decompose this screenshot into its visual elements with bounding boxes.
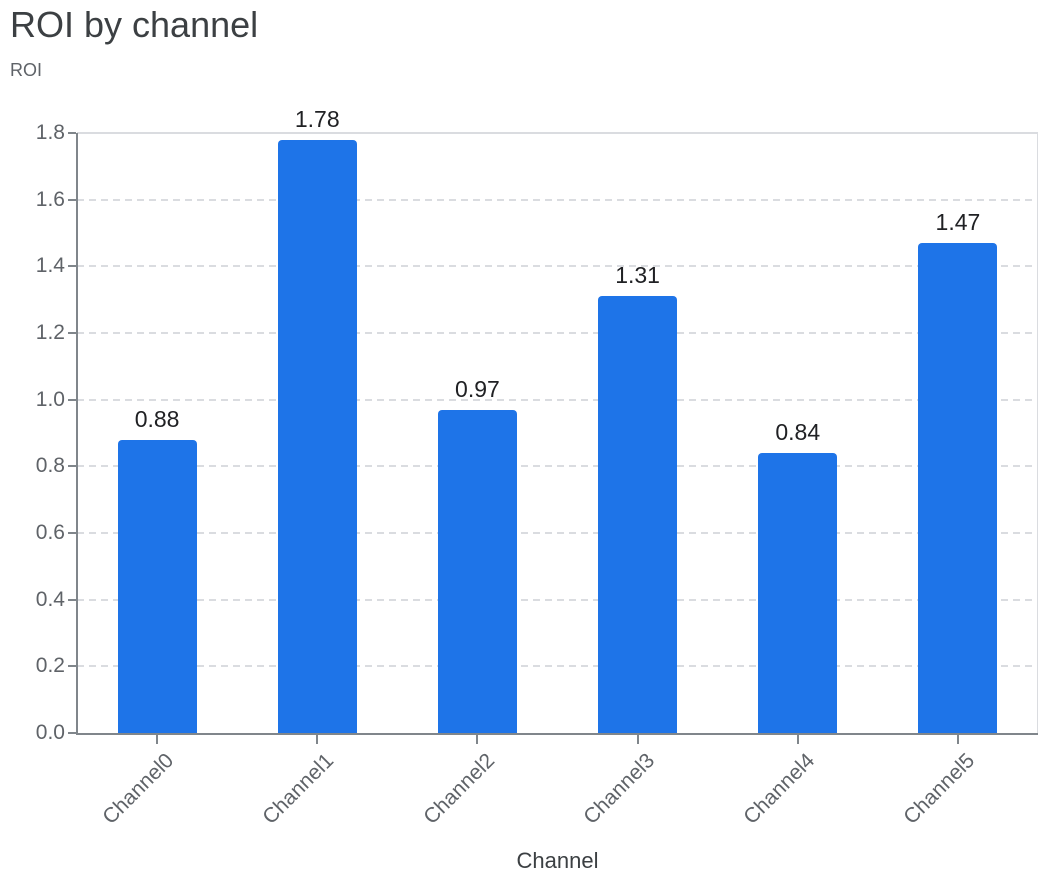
x-tick-label: Channel4: [739, 749, 820, 829]
bar: [598, 296, 678, 733]
y-tick-mark: [68, 732, 76, 734]
plot-frame-top: [77, 132, 1038, 134]
y-tick-mark: [68, 265, 76, 268]
y-tick-mark: [68, 132, 76, 134]
x-tick-mark: [956, 735, 959, 744]
y-tick-label: 1.6: [35, 187, 65, 211]
gridline: [77, 532, 1038, 534]
y-tick-label: 1.4: [35, 254, 65, 278]
bar-value-label: 0.88: [134, 405, 180, 432]
x-tick-mark: [796, 735, 799, 744]
gridline: [77, 598, 1038, 601]
bar: [117, 439, 197, 733]
y-tick-mark: [68, 665, 76, 668]
bar: [437, 409, 517, 733]
y-tick-mark: [68, 465, 76, 468]
bar-value-label: 1.78: [294, 105, 340, 132]
gridline: [77, 465, 1038, 468]
bar: [277, 139, 357, 733]
gridline: [77, 398, 1038, 401]
x-tick-label: Channel1: [258, 749, 339, 829]
gridline: [77, 332, 1038, 334]
x-tick-label: Channel5: [899, 749, 980, 829]
y-tick-label: 1.8: [35, 121, 65, 144]
y-tick-mark: [68, 598, 76, 601]
y-tick-label: 0.4: [35, 587, 65, 611]
gridline: [77, 665, 1038, 668]
y-tick-mark: [68, 532, 76, 534]
bar-value-label: 0.97: [455, 375, 500, 402]
y-tick-label: 0.0: [35, 721, 65, 744]
y-tick-label: 1.0: [35, 387, 65, 411]
x-tick-mark: [636, 735, 639, 744]
x-tick-label: Channel0: [98, 749, 179, 829]
y-axis-line: [76, 133, 78, 735]
gridline: [77, 198, 1038, 201]
y-axis-title: ROI: [10, 60, 43, 80]
y-tick-mark: [68, 398, 76, 401]
bar: [758, 453, 838, 733]
x-tick-mark: [476, 735, 479, 744]
x-tick-label: Channel3: [579, 749, 659, 829]
chart-title: ROI by channel: [10, 4, 259, 45]
plot-frame-right: [1037, 133, 1038, 733]
y-tick-mark: [68, 198, 76, 201]
x-axis-line: [76, 733, 1038, 735]
x-tick-mark: [156, 735, 159, 744]
x-axis-title: Channel: [516, 848, 599, 873]
bar-value-label: 1.47: [935, 209, 981, 235]
x-tick-label: Channel2: [418, 749, 499, 829]
y-tick-label: 0.6: [35, 521, 65, 544]
bar-value-label: 0.84: [775, 419, 821, 445]
x-tick-mark: [316, 735, 319, 744]
y-tick-label: 0.2: [35, 654, 65, 678]
y-tick-label: 0.8: [35, 454, 65, 478]
y-tick-mark: [68, 332, 76, 334]
bar-value-label: 1.31: [615, 262, 660, 289]
bar: [918, 243, 998, 733]
y-tick-label: 1.2: [35, 321, 65, 344]
gridline: [77, 265, 1038, 268]
